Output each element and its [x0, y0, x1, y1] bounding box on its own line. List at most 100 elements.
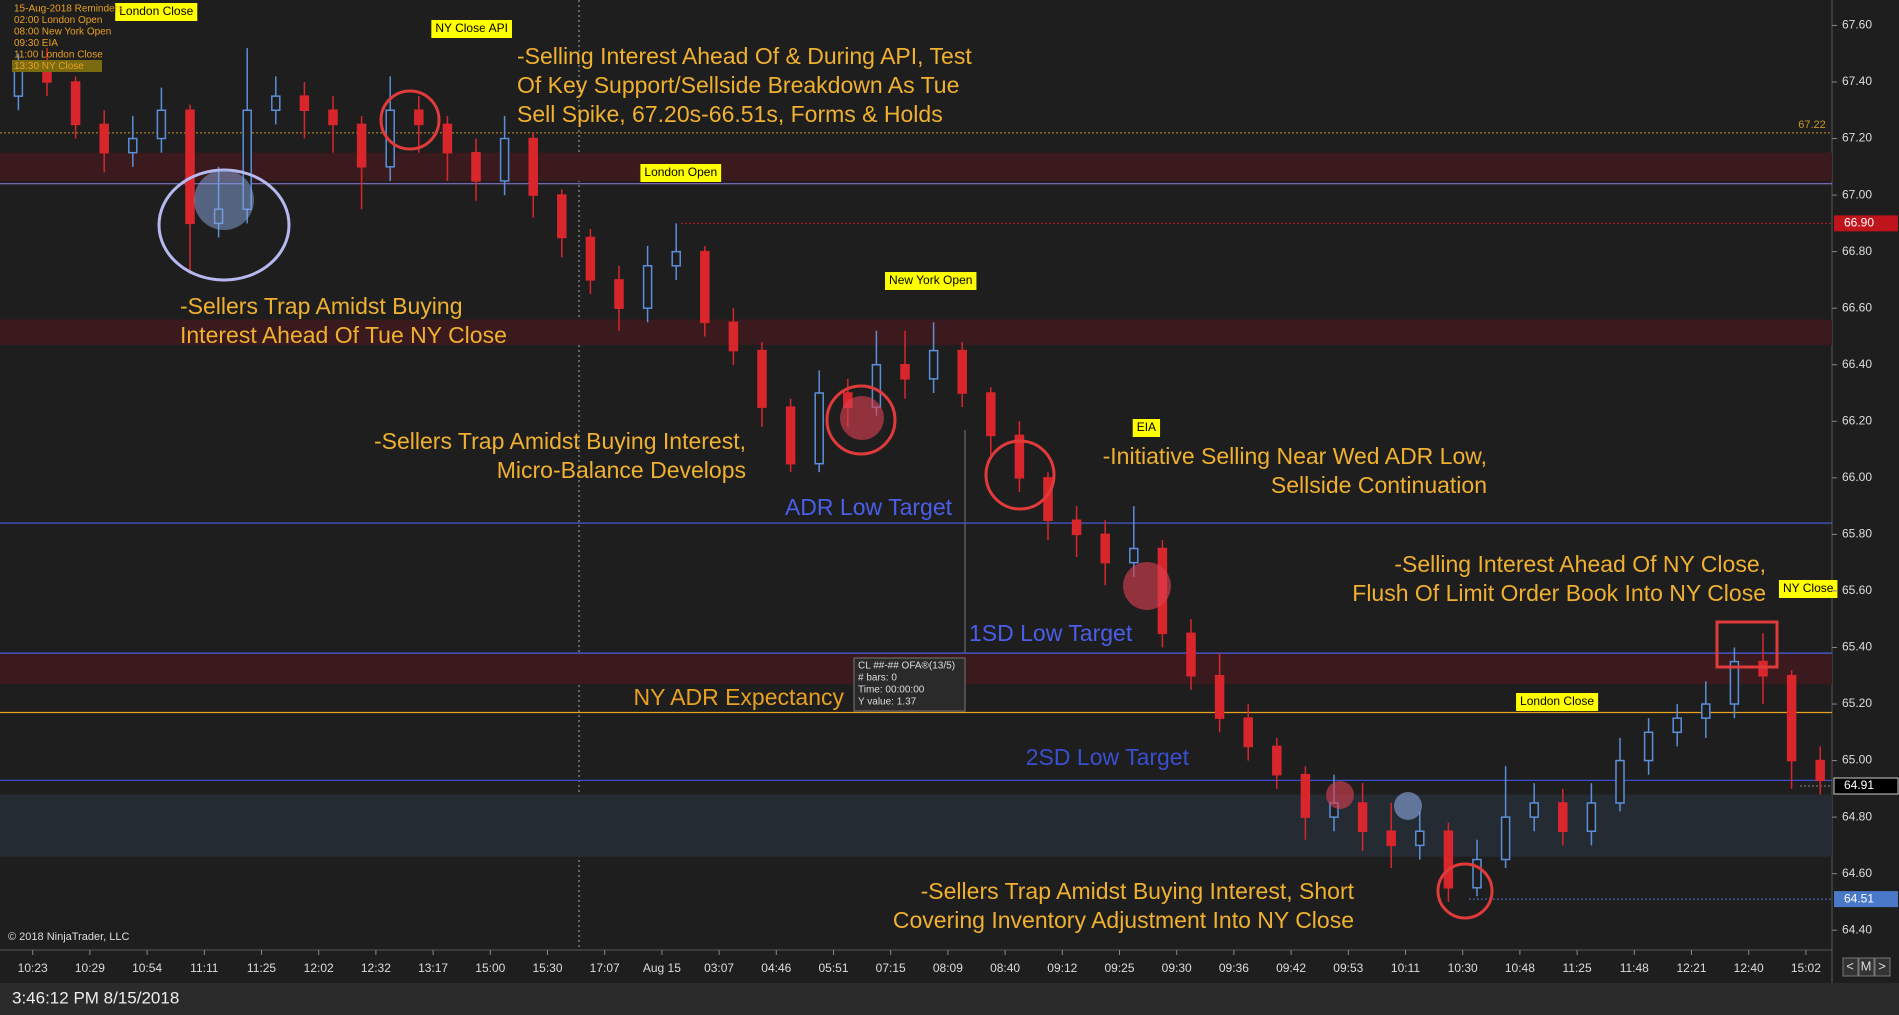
candle-body	[1415, 830, 1425, 847]
candle-body	[700, 250, 710, 324]
nav-button[interactable]	[1874, 957, 1891, 977]
copyright: © 2018 NinjaTrader, LLC	[8, 931, 129, 943]
annotation: -Sellers Trap Amidst Buying	[180, 293, 463, 319]
x-tick-label: 12:02	[304, 961, 334, 975]
event-box	[1778, 580, 1838, 598]
nav-button[interactable]	[1842, 957, 1859, 977]
candle-body	[328, 109, 338, 126]
event-label: EIA	[1137, 420, 1156, 434]
candle-body	[1529, 802, 1539, 818]
x-tick-label: 04:46	[761, 961, 791, 975]
x-tick-label: 13:17	[418, 961, 448, 975]
volume-bubble	[840, 396, 884, 440]
candle-body	[1615, 759, 1625, 804]
levels: ADR Low Target 1SD Low Target NY ADR Expec…	[0, 119, 1899, 908]
x-tick-label: 11:11	[190, 961, 219, 975]
event-label: London Close	[1520, 694, 1594, 708]
marker-rect	[1715, 620, 1779, 669]
annotation: -Initiative Selling Near Wed ADR Low,	[1103, 443, 1487, 469]
reminder: 09:30 EIA	[14, 38, 58, 49]
status-time: 3:46:12 PM 8/15/2018	[12, 988, 179, 1007]
candle-body	[185, 109, 195, 225]
event-box	[115, 3, 198, 21]
event-label: London Open	[644, 165, 717, 179]
price-tag-label: 64.91	[1844, 778, 1874, 792]
x-tick-label: 09:36	[1219, 961, 1249, 975]
marker-circle	[379, 89, 441, 151]
y-tick-label: 67.20	[1842, 131, 1872, 145]
price-tag	[1834, 891, 1898, 908]
marker-circle	[1436, 862, 1494, 920]
candle-body	[1386, 830, 1396, 847]
candle-body	[271, 95, 281, 112]
event-box	[1516, 693, 1599, 711]
candle-body	[499, 137, 510, 182]
x-tick-label: 11:25	[247, 961, 276, 975]
candle-body	[1129, 547, 1139, 564]
reminder: 11:00 London Close	[14, 50, 103, 61]
reminder: 13:30 NY Close	[14, 61, 84, 72]
candle-body	[957, 349, 967, 394]
level-label: NY ADR Expectancy	[633, 684, 844, 710]
nav-button-label[interactable]: >	[1878, 958, 1886, 973]
x-tick-label: 12:40	[1734, 961, 1764, 975]
volume-bubble	[1326, 781, 1354, 809]
candle-body	[471, 151, 481, 182]
candle-body	[1357, 802, 1368, 833]
candle-body	[928, 349, 939, 380]
candle-body	[1243, 717, 1253, 748]
x-tick-label: 10:11	[1391, 961, 1420, 975]
candle-body	[1786, 674, 1797, 762]
x-tick-label: Aug 15	[643, 961, 681, 975]
reminder: 15-Aug-2018 Reminders	[14, 4, 123, 15]
candle-body	[1186, 632, 1196, 677]
x-tick-label: 07:15	[876, 961, 906, 975]
candle-body	[1071, 519, 1082, 536]
x-tick-label: 09:42	[1276, 961, 1306, 975]
nav-button-label[interactable]: <	[1846, 958, 1854, 973]
x-tick-label: 08:40	[990, 961, 1020, 975]
event-label: NY Close	[435, 21, 486, 35]
annotation: Covering Inventory Adjustment Into NY Cl…	[893, 907, 1354, 933]
level-label: 2SD Low Target	[1026, 744, 1190, 770]
y-tick-label: 67.00	[1842, 187, 1872, 201]
x-tick-label: 09:25	[1104, 961, 1134, 975]
annotation: -Selling Interest Ahead Of & During API,…	[517, 43, 972, 69]
x-tick-label: 05:51	[818, 961, 848, 975]
candle-body	[614, 279, 624, 309]
y-tick-label: 65.60	[1842, 583, 1872, 597]
zone	[0, 794, 1832, 857]
annotation: Micro-Balance Develops	[497, 457, 746, 483]
x-tick-label: 17:07	[590, 961, 620, 975]
candle-body	[1472, 858, 1482, 889]
candle-body	[1643, 731, 1654, 762]
x-tick-label: 09:12	[1047, 961, 1077, 975]
candle-body	[1701, 703, 1711, 719]
candle-body	[1758, 660, 1768, 677]
volume-bubble	[194, 170, 254, 230]
annotation: -Selling Interest Ahead Of NY Close,	[1394, 551, 1766, 577]
candle-body	[757, 349, 767, 408]
y-tick-label: 64.40	[1842, 922, 1872, 936]
x-tick-label: 10:23	[18, 961, 48, 975]
nav-button[interactable]	[1858, 957, 1875, 977]
candle-body	[585, 236, 596, 281]
y-tick-label: 67.60	[1842, 18, 1872, 32]
data-box-line: CL ##-## OFA®(13/5)	[858, 661, 955, 672]
data-box-line: Time: 00:00:00	[858, 685, 925, 696]
data-box	[853, 657, 966, 712]
x-tick-label: 12:21	[1676, 961, 1706, 975]
candle-body	[99, 123, 109, 154]
candle-body	[671, 250, 681, 267]
data-box-line: # bars: 0	[858, 673, 897, 684]
annotation: Interest Ahead Of Tue NY Close	[180, 322, 507, 348]
annotation: Sellside Continuation	[1271, 472, 1487, 498]
nav-button-label[interactable]: M	[1861, 958, 1872, 973]
price-tag-label: 67.22	[1798, 119, 1826, 131]
event-label: New York Open	[889, 273, 972, 287]
x-tick-label: 10:48	[1505, 961, 1535, 975]
annotation: Sell Spike, 67.20s-66.51s, Forms & Holds	[517, 101, 943, 127]
candle-body	[156, 109, 167, 140]
